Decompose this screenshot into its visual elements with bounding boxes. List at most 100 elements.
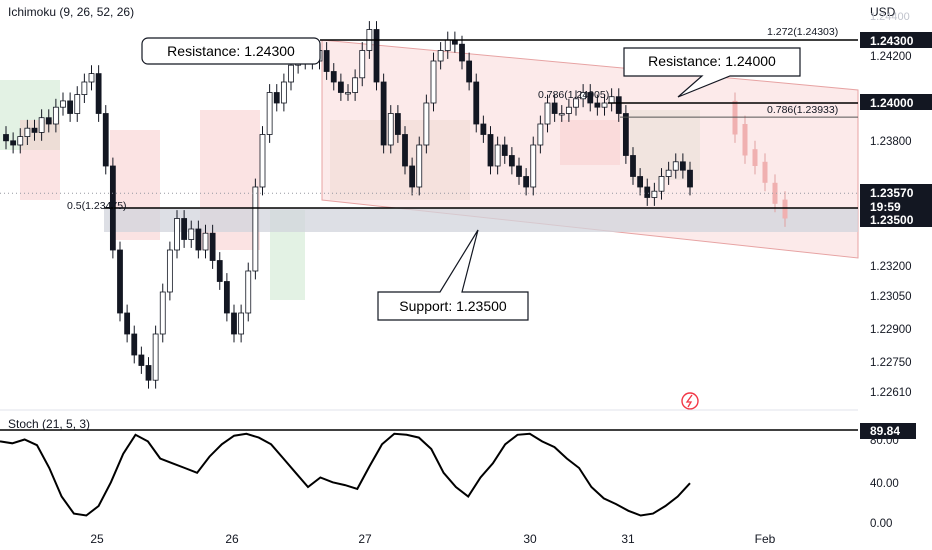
candle-body xyxy=(551,102,558,114)
time-axis[interactable]: 25 26 27 30 31 Feb xyxy=(90,532,775,546)
candle-body xyxy=(24,127,31,137)
support-zone xyxy=(104,208,858,232)
candle-body xyxy=(131,333,138,356)
candle-body xyxy=(587,92,594,104)
price-tag xyxy=(860,32,932,48)
candle-body xyxy=(580,92,587,100)
candle-body xyxy=(330,71,337,83)
price-tick: 1.22610 xyxy=(870,387,912,399)
candle-body xyxy=(181,218,188,240)
ichimoku-label: Ichimoku (9, 26, 52, 26) xyxy=(8,5,134,19)
candle-body xyxy=(501,144,508,156)
candle-body xyxy=(81,81,88,96)
projection-candle xyxy=(752,149,758,166)
replay-icon[interactable] xyxy=(681,392,699,410)
cloud-segment xyxy=(630,110,700,180)
time-tick: 30 xyxy=(523,532,537,546)
fib-0786-mid-label: 0.786(1.24005) xyxy=(538,89,609,101)
candle-body xyxy=(223,281,230,314)
cloud-segment xyxy=(560,120,620,165)
candle-body xyxy=(565,106,572,114)
candle-body xyxy=(622,113,629,156)
stoch-tag-text: 89.84 xyxy=(870,424,900,438)
candle-body xyxy=(423,102,430,146)
level-lines xyxy=(0,39,858,209)
candle-body xyxy=(359,50,366,79)
price-tag-text: 19:59 xyxy=(870,200,901,214)
resistance-high-callout: Resistance: 1.24300 xyxy=(141,37,321,65)
currency-label: USD xyxy=(870,5,896,19)
price-tick: 1.22900 xyxy=(870,324,912,336)
price-tag xyxy=(860,198,932,214)
price-axis[interactable]: 1.24400 1.24200 1.23800 1.23200 1.23050 1.22… xyxy=(860,11,932,399)
candle-body xyxy=(573,98,579,108)
candle-body xyxy=(159,291,166,335)
price-tag xyxy=(860,94,932,110)
support-callout: Support: 1.23500 xyxy=(377,229,529,321)
price-tag xyxy=(860,211,932,227)
stoch-tick: 0.00 xyxy=(870,518,892,530)
fib-05-label: 0.5(1.23475) xyxy=(67,200,127,212)
candle-body xyxy=(323,50,330,72)
price-tick: 1.23800 xyxy=(870,136,912,148)
candle-body xyxy=(17,136,24,146)
candle-body xyxy=(252,186,259,272)
candle-body xyxy=(523,176,530,188)
candle-body xyxy=(537,123,544,146)
candle-body xyxy=(31,127,38,133)
price-tag-text: 1.23570 xyxy=(870,186,914,200)
price-tag xyxy=(860,184,932,200)
candle-body xyxy=(138,354,145,366)
candle-body xyxy=(487,134,494,167)
candle-body xyxy=(124,312,131,335)
time-tick: 25 xyxy=(90,532,104,546)
projection-candle xyxy=(732,100,738,135)
candle-body xyxy=(102,113,109,167)
ichimoku-cloud xyxy=(0,80,700,300)
price-tick: 1.23050 xyxy=(870,291,912,303)
candle-body xyxy=(352,77,359,93)
time-tick: 26 xyxy=(225,532,239,546)
candle-body xyxy=(245,270,252,314)
candle-body xyxy=(88,73,95,83)
top-faded-tick: 1.24400 xyxy=(870,11,910,23)
candle-body xyxy=(444,39,451,51)
price-tag-text: 1.24000 xyxy=(870,96,914,110)
price-tick: 1.24200 xyxy=(870,51,912,63)
resistance-mid-label: Resistance: 1.24000 xyxy=(648,53,776,69)
candle-body xyxy=(67,100,74,114)
price-tag-text: 1.24300 xyxy=(870,34,914,48)
time-tick: 27 xyxy=(358,532,372,546)
candle-body xyxy=(10,140,17,146)
price-tag-text: 1.23500 xyxy=(870,213,914,227)
time-tick: Feb xyxy=(755,532,776,546)
time-tick: 31 xyxy=(621,532,635,546)
candle-body xyxy=(273,92,280,104)
candle-body xyxy=(644,186,651,198)
candle-body xyxy=(373,29,380,83)
price-tick: 1.23200 xyxy=(870,261,912,273)
candle-body xyxy=(380,81,387,146)
candle-body xyxy=(280,81,287,104)
candle-body xyxy=(402,134,408,167)
resistance-high-label: Resistance: 1.24300 xyxy=(167,43,295,59)
candle-body xyxy=(437,50,444,62)
candle-body xyxy=(174,218,180,251)
candle-body xyxy=(60,100,66,108)
candle-body xyxy=(145,365,152,381)
candle-body xyxy=(679,161,686,171)
candle-body xyxy=(231,312,237,335)
candle-body xyxy=(345,92,351,95)
fib-0786-right-label: 0.786(1.23933) xyxy=(767,104,838,116)
candle-body xyxy=(658,176,665,192)
projection-candle xyxy=(762,161,768,183)
candle-body xyxy=(202,232,209,251)
stoch-label: Stoch (21, 5, 3) xyxy=(8,417,90,431)
candle-body xyxy=(409,165,416,188)
candle-body xyxy=(209,232,216,261)
candle-body xyxy=(238,312,245,335)
candle-body xyxy=(195,228,202,251)
candle-body xyxy=(665,169,672,177)
